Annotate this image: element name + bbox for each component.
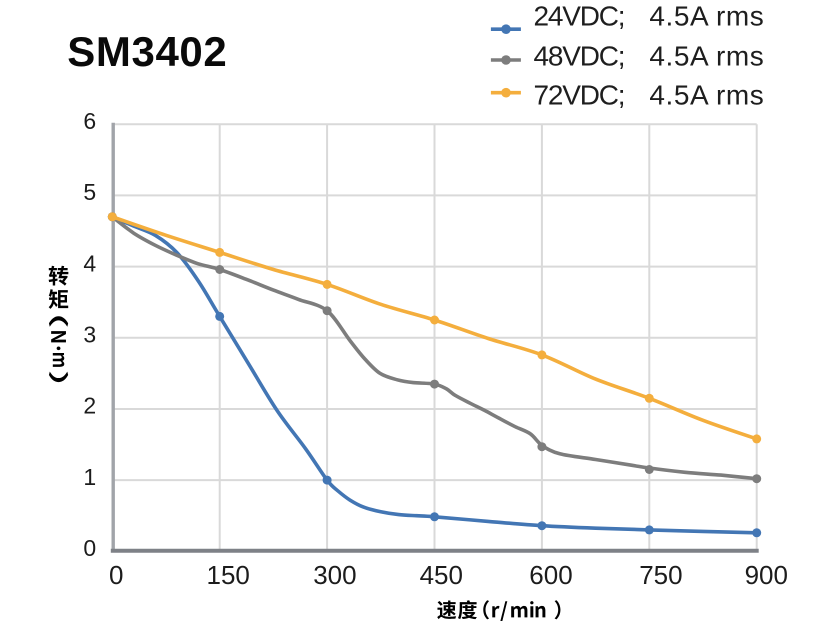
- svg-text:72VDC;: 72VDC;: [534, 80, 625, 111]
- svg-text:6: 6: [83, 108, 96, 134]
- svg-text:SM3402: SM3402: [67, 28, 227, 75]
- svg-text:48VDC;: 48VDC;: [534, 41, 625, 72]
- svg-text:2: 2: [83, 393, 96, 419]
- svg-text:1: 1: [83, 464, 96, 490]
- svg-text:24VDC;: 24VDC;: [534, 1, 625, 32]
- svg-text:150: 150: [207, 560, 250, 590]
- svg-text:0: 0: [83, 535, 96, 561]
- svg-text:5: 5: [83, 179, 96, 205]
- svg-text:4.5A rms: 4.5A rms: [649, 1, 764, 32]
- svg-text:4: 4: [83, 250, 96, 276]
- svg-text:4.5A rms: 4.5A rms: [649, 80, 764, 111]
- svg-text:3: 3: [83, 322, 96, 348]
- svg-text:600: 600: [529, 560, 572, 590]
- svg-text:900: 900: [745, 560, 788, 590]
- svg-text:300: 300: [313, 560, 356, 590]
- svg-text:0: 0: [109, 560, 123, 590]
- svg-text:450: 450: [420, 560, 463, 590]
- svg-text:4.5A rms: 4.5A rms: [649, 41, 764, 72]
- svg-text:750: 750: [639, 560, 682, 590]
